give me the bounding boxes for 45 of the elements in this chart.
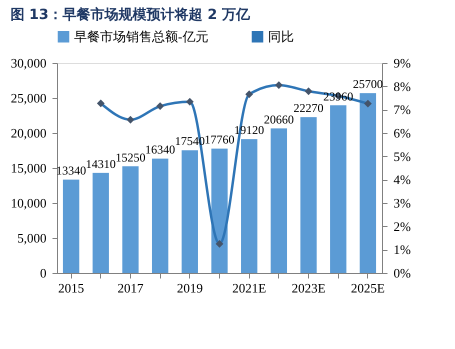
x-tick-label: 2021E [232,280,266,296]
x-tick-label: 2017 [117,280,144,296]
data-label: 20660 [264,112,294,126]
y-tick-label: 10,000 [10,196,46,210]
data-label: 16340 [145,142,176,157]
legend-label: 早餐市场销售总额-亿元 [74,28,208,44]
y2-tick-label: 2% [394,218,411,234]
data-label: 22270 [294,101,324,116]
bar [122,166,139,273]
bar [300,117,317,273]
bar [360,93,376,273]
bar [62,180,80,273]
y2-tick-label: 9% [394,56,411,70]
y2-tick-label: 8% [394,78,411,94]
y2-tick-label: 0% [394,266,411,280]
y2-tick-label: 5% [394,148,411,164]
y-tick-label: 5,000 [17,230,46,246]
legend-label: 同比 [268,28,294,44]
x-tick-label: 2019 [176,280,203,296]
y2-tick-label: 7% [394,102,411,118]
y-tick-label: 20,000 [10,126,46,140]
bar [330,105,346,273]
bar [92,172,109,273]
chart-title: 图 13：早餐市场规模预计将超 2 万亿 [10,6,252,23]
y2-tick-label: 3% [394,196,411,210]
bar [241,139,258,273]
y-tick-label: 25,000 [10,90,46,106]
y-tick-label: 0 [40,266,46,280]
data-label: 25700 [352,77,383,92]
bar [211,148,228,273]
y2-tick-label: 1% [394,242,411,258]
x-tick-label: 2015 [58,280,84,296]
y-tick-label: 30,000 [10,56,46,70]
data-label: 17760 [204,132,234,147]
data-label: 15250 [115,150,146,164]
y2-tick-label: 6% [394,126,411,140]
y2-tick-label: 4% [394,172,411,188]
bar [270,128,288,273]
bar [182,150,198,273]
data-label: 13340 [56,164,86,178]
y-tick-label: 15,000 [10,160,46,176]
x-tick-label: 2023E [292,280,326,296]
data-label: 14310 [86,156,116,171]
bar [152,158,168,273]
x-tick-label: 2025E [350,280,385,296]
